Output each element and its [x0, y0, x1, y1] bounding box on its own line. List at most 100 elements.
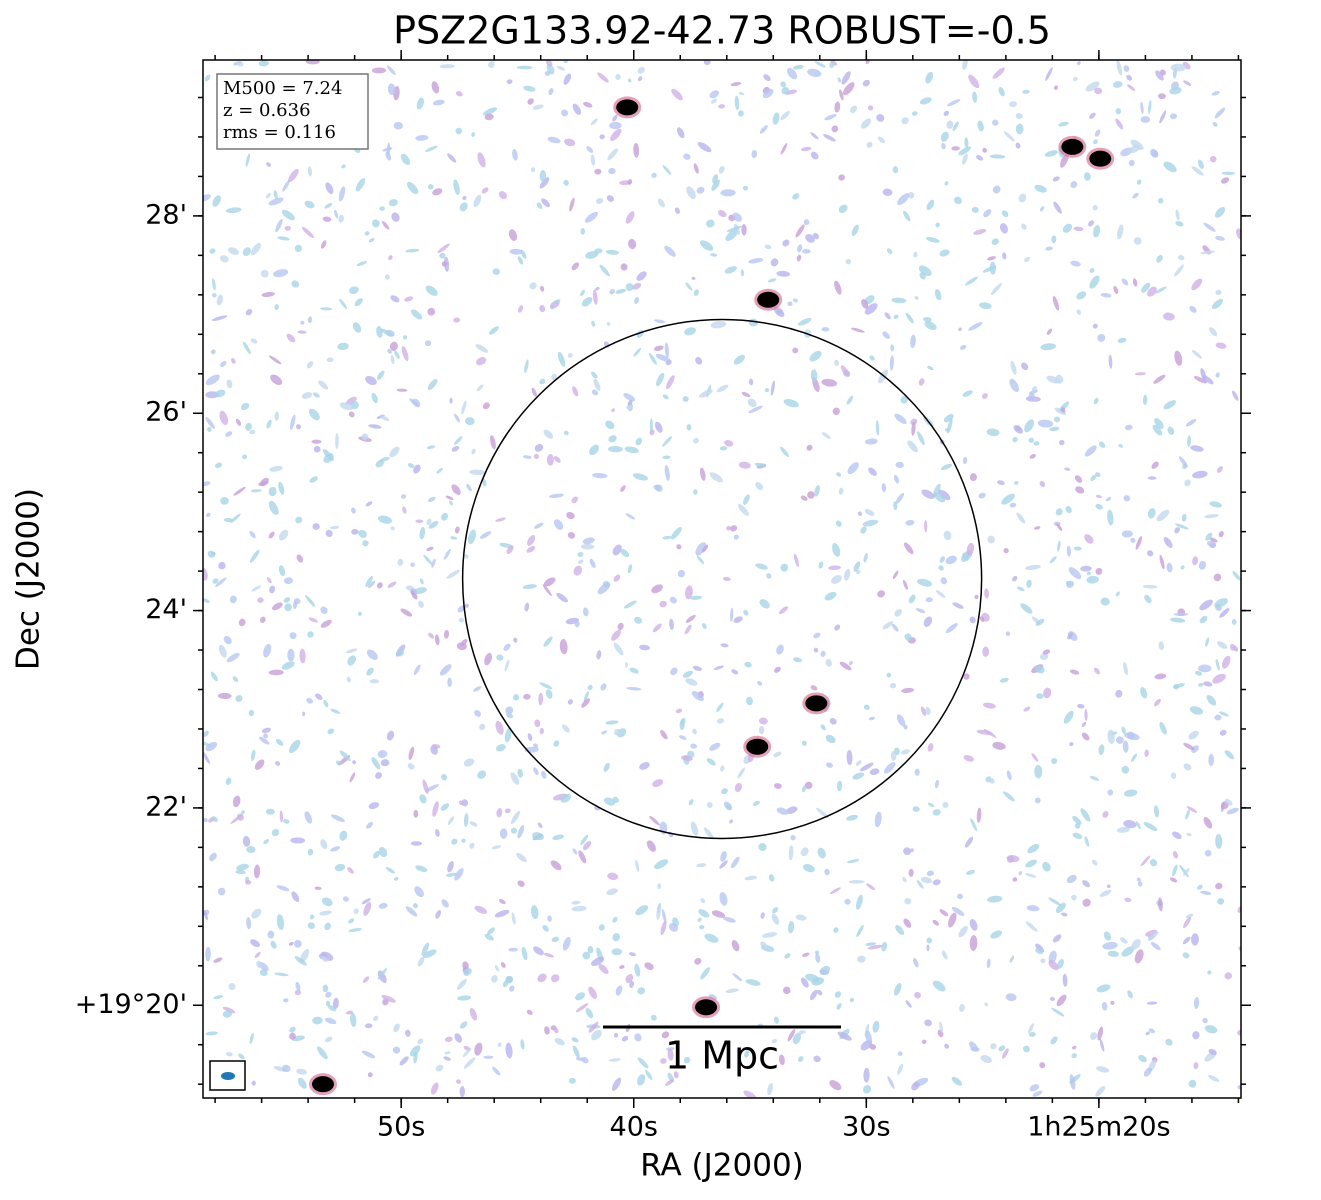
noise: [522, 455, 532, 459]
noise: [1123, 820, 1137, 829]
noise: [1186, 806, 1198, 813]
noise: [685, 282, 693, 291]
noise: [693, 289, 699, 296]
noise: [627, 179, 633, 185]
noise: [861, 118, 872, 129]
noise: [709, 472, 723, 483]
noise: [846, 395, 854, 405]
noise: [281, 209, 295, 221]
noise: [677, 569, 686, 578]
noise: [426, 546, 434, 552]
noise: [1143, 821, 1158, 831]
noise: [1033, 526, 1041, 530]
noise: [685, 585, 693, 600]
noise: [548, 493, 564, 499]
noise: [1140, 101, 1144, 114]
noise: [802, 952, 810, 958]
noise: [919, 97, 932, 105]
noise: [268, 531, 275, 539]
noise: [546, 60, 553, 67]
noise: [581, 1056, 589, 1064]
noise: [293, 939, 302, 948]
noise: [484, 652, 492, 666]
noise: [1091, 859, 1098, 866]
noise: [371, 757, 381, 770]
noise: [1124, 732, 1140, 741]
noise: [818, 561, 824, 569]
noise: [499, 828, 508, 839]
noise: [804, 781, 813, 790]
noise: [556, 65, 565, 71]
noise: [421, 942, 430, 956]
noise: [926, 937, 932, 944]
noise: [1107, 950, 1119, 957]
noise: [367, 580, 376, 589]
noise: [332, 997, 339, 1009]
noise: [743, 494, 750, 505]
noise: [473, 686, 482, 692]
noise: [716, 702, 724, 713]
noise: [597, 72, 609, 83]
noise: [720, 765, 725, 772]
noise: [523, 693, 531, 700]
noise: [656, 904, 661, 920]
noise: [740, 269, 744, 277]
noise: [903, 210, 911, 222]
noise: [1217, 466, 1223, 473]
noise: [796, 254, 802, 262]
noise: [380, 415, 390, 422]
noise: [697, 142, 712, 153]
noise: [1042, 861, 1051, 872]
noise: [308, 408, 320, 421]
noise: [944, 428, 950, 432]
noise: [813, 232, 820, 240]
noise: [646, 840, 656, 852]
noise: [589, 444, 600, 456]
noise: [495, 517, 506, 522]
noise: [1212, 121, 1218, 127]
noise: [662, 535, 672, 540]
noise: [211, 816, 218, 822]
noise: [301, 226, 315, 239]
noise: [385, 151, 392, 161]
noise: [1009, 101, 1017, 108]
noise: [669, 618, 674, 630]
noise: [784, 953, 791, 959]
noise: [444, 1051, 451, 1055]
noise: [205, 741, 218, 752]
noise: [463, 968, 472, 976]
noise: [1102, 810, 1109, 818]
noise: [903, 542, 914, 555]
noise: [921, 489, 935, 499]
noise: [1140, 116, 1151, 123]
noise: [693, 437, 699, 444]
noise: [606, 195, 615, 202]
noise: [667, 1048, 674, 1061]
noise: [939, 1021, 943, 1033]
noise: [413, 809, 419, 818]
noise: [520, 1039, 525, 1050]
noise: [546, 454, 554, 466]
noise: [1035, 665, 1045, 674]
noise: [1123, 789, 1138, 797]
noise: [225, 207, 242, 214]
noise: [364, 231, 370, 236]
noise: [611, 948, 623, 956]
noise: [730, 607, 734, 622]
noise: [1211, 91, 1220, 96]
noise: [304, 200, 315, 209]
noise: [1172, 850, 1179, 859]
noise: [312, 1016, 323, 1025]
noise: [305, 595, 316, 607]
noise: [1052, 934, 1062, 943]
noise: [863, 1085, 872, 1094]
noise: [926, 944, 930, 952]
noise: [1121, 278, 1129, 286]
noise: [1193, 376, 1207, 384]
noise: [1042, 649, 1051, 655]
noise: [206, 426, 212, 432]
noise: [511, 912, 516, 925]
noise: [439, 664, 452, 676]
noise: [713, 665, 724, 670]
noise: [347, 655, 357, 666]
